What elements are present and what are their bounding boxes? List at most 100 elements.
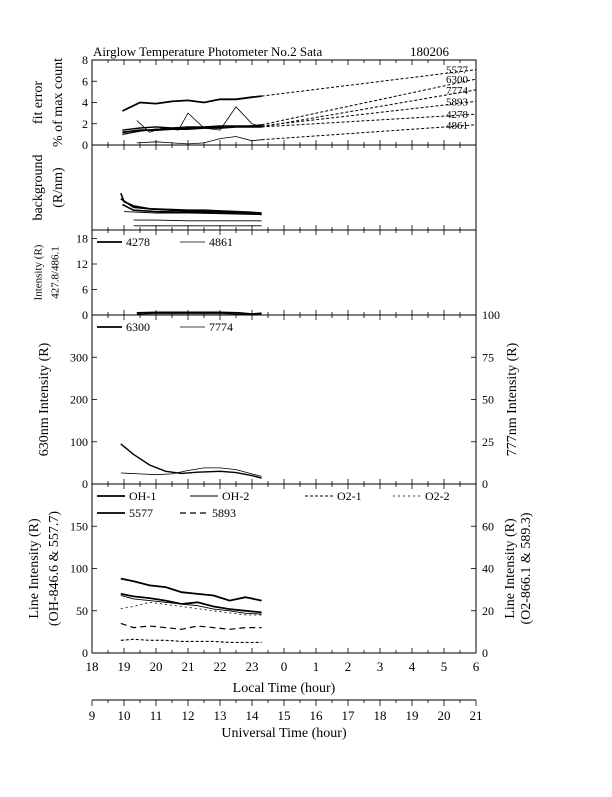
y-tick-label-right: 60	[482, 519, 494, 533]
panel-fit-error: 0 2 4 6 8 fit error % of max count 557763007774…	[31, 53, 477, 152]
y-tick-label: 100	[70, 562, 88, 576]
y-tick-label-right: 25	[482, 435, 494, 449]
universal-time-tick-label: 18	[374, 708, 387, 723]
y-tick-label: 12	[76, 257, 88, 271]
y-axis-label: (OH-846.6 & 557.7)	[47, 511, 62, 626]
panel-background: background (R/nm)	[31, 144, 477, 231]
y-tick-label: 200	[70, 393, 88, 407]
legend-label: O2-2	[425, 489, 450, 503]
y-axis-label: 630nm Intensity (R)	[37, 342, 52, 456]
series-line	[120, 198, 262, 215]
series-line-OH-1	[120, 593, 262, 614]
y-axis-label: fit error	[31, 81, 46, 124]
y-axis-label-right: Line Intensity (R)	[503, 518, 518, 619]
series-line	[123, 211, 262, 215]
series-line-4861	[136, 136, 262, 145]
y-tick-label-right: 100	[482, 308, 500, 322]
universal-time-tick-label: 12	[182, 708, 195, 723]
legend-label: 5577	[129, 506, 153, 520]
universal-time-tick-label: 16	[310, 708, 324, 723]
y-tick-label-right: 75	[482, 350, 494, 364]
local-time-tick-label: 1	[313, 659, 320, 674]
series-projection-5893	[261, 100, 477, 127]
universal-time-tick-label: 14	[246, 708, 260, 723]
y-tick-label: 100	[70, 435, 88, 449]
y-tick-label: 18	[76, 232, 88, 246]
y-tick-label: 150	[70, 519, 88, 533]
local-time-tick-label: 4	[409, 659, 416, 674]
local-time-tick-label: 5	[441, 659, 448, 674]
universal-time-tick-label: 20	[438, 708, 451, 723]
local-time-tick-label: 0	[281, 659, 288, 674]
series-line-7774	[120, 467, 262, 477]
y-tick-label-right: 40	[482, 562, 494, 576]
y-tick-label: 300	[70, 350, 88, 364]
y-axis-label: background	[31, 154, 46, 220]
series-line-O2-2	[120, 601, 262, 616]
y-tick-label-right: 0	[482, 646, 488, 660]
y-tick-label: 0	[82, 138, 88, 152]
series-line-6300	[120, 443, 262, 479]
y-tick-label: 0	[82, 646, 88, 660]
panel-red-lines: 0 100 200 300 0 25 50 75 100 630nm Intensity (R) 7…	[37, 308, 520, 491]
local-time-axis-label: Local Time (hour)	[233, 681, 336, 696]
y-tick-label: 0	[82, 477, 88, 491]
universal-time-tick-label: 17	[342, 708, 356, 723]
legend-label: 4278	[126, 235, 150, 249]
local-time-tick-label: 21	[182, 659, 195, 674]
y-axis-label-right: 777nm Intensity (R)	[505, 342, 520, 456]
panel-frame	[91, 144, 477, 231]
y-tick-label: 6	[82, 74, 88, 88]
panel-blue-lines: 0 6 12 18 Intensity (R) 427.8/486.1 4278 4861	[33, 229, 477, 322]
universal-time-tick-label: 21	[470, 708, 483, 723]
y-axis-label: Line Intensity (R)	[27, 518, 42, 619]
series-line-5893	[120, 622, 262, 630]
local-time-tick-label: 3	[377, 659, 384, 674]
legend-label: O2-1	[337, 489, 362, 503]
series-line-5577	[120, 577, 262, 602]
universal-time-tick-label: 10	[118, 708, 131, 723]
series-end-label: 5577	[446, 65, 469, 77]
y-tick-label: 8	[82, 53, 88, 67]
series-projection-7774	[261, 89, 477, 128]
local-time-tick-label: 22	[214, 659, 227, 674]
series-line	[133, 219, 262, 222]
y-tick-label: 4	[82, 96, 88, 110]
local-time-tick-label: 18	[86, 659, 99, 674]
local-time-tick-label: 6	[473, 659, 480, 674]
series-line-O2-1	[120, 638, 262, 643]
universal-time-tick-label: 9	[89, 708, 96, 723]
series-end-label: 4861	[446, 120, 468, 132]
series-end-label: 5893	[446, 96, 469, 108]
local-time-tick-label: 20	[150, 659, 163, 674]
y-tick-label-right: 0	[482, 477, 488, 491]
legend-label: OH-1	[129, 489, 156, 503]
universal-time-axis-label: Universal Time (hour)	[221, 726, 347, 741]
panel-frame	[91, 314, 477, 485]
universal-time-tick-label: 15	[278, 708, 291, 723]
y-tick-label: 50	[76, 604, 88, 618]
universal-time-tick-label: 19	[406, 708, 419, 723]
series-line-4278	[136, 311, 262, 316]
local-time-tick-label: 19	[118, 659, 131, 674]
legend-label: 4861	[209, 235, 233, 249]
y-tick-label-right: 20	[482, 604, 494, 618]
series-end-label: 4278	[446, 109, 469, 121]
y-tick-label: 2	[82, 117, 88, 131]
series-line	[122, 203, 262, 216]
y-tick-label: 6	[82, 283, 88, 297]
universal-time-tick-label: 13	[214, 708, 227, 723]
series-projection-4861	[261, 124, 477, 141]
legend-label: 7774	[209, 320, 233, 334]
panel-line-intensity: 0 50 100 150 0 20 40 60 Line Intensity (R) (OH-84…	[27, 483, 534, 660]
series-projection-6300	[261, 78, 477, 126]
series-end-label: 7774	[446, 85, 469, 97]
figure-header: Airglow Temperature Photometer No.2 Sata…	[93, 44, 450, 59]
y-axis-label-right: (O2-866.1 & 589.3)	[519, 512, 534, 624]
local-time-tick-label: 2	[345, 659, 352, 674]
local-time-tick-label: 23	[246, 659, 259, 674]
legend-label: 5893	[212, 506, 236, 520]
